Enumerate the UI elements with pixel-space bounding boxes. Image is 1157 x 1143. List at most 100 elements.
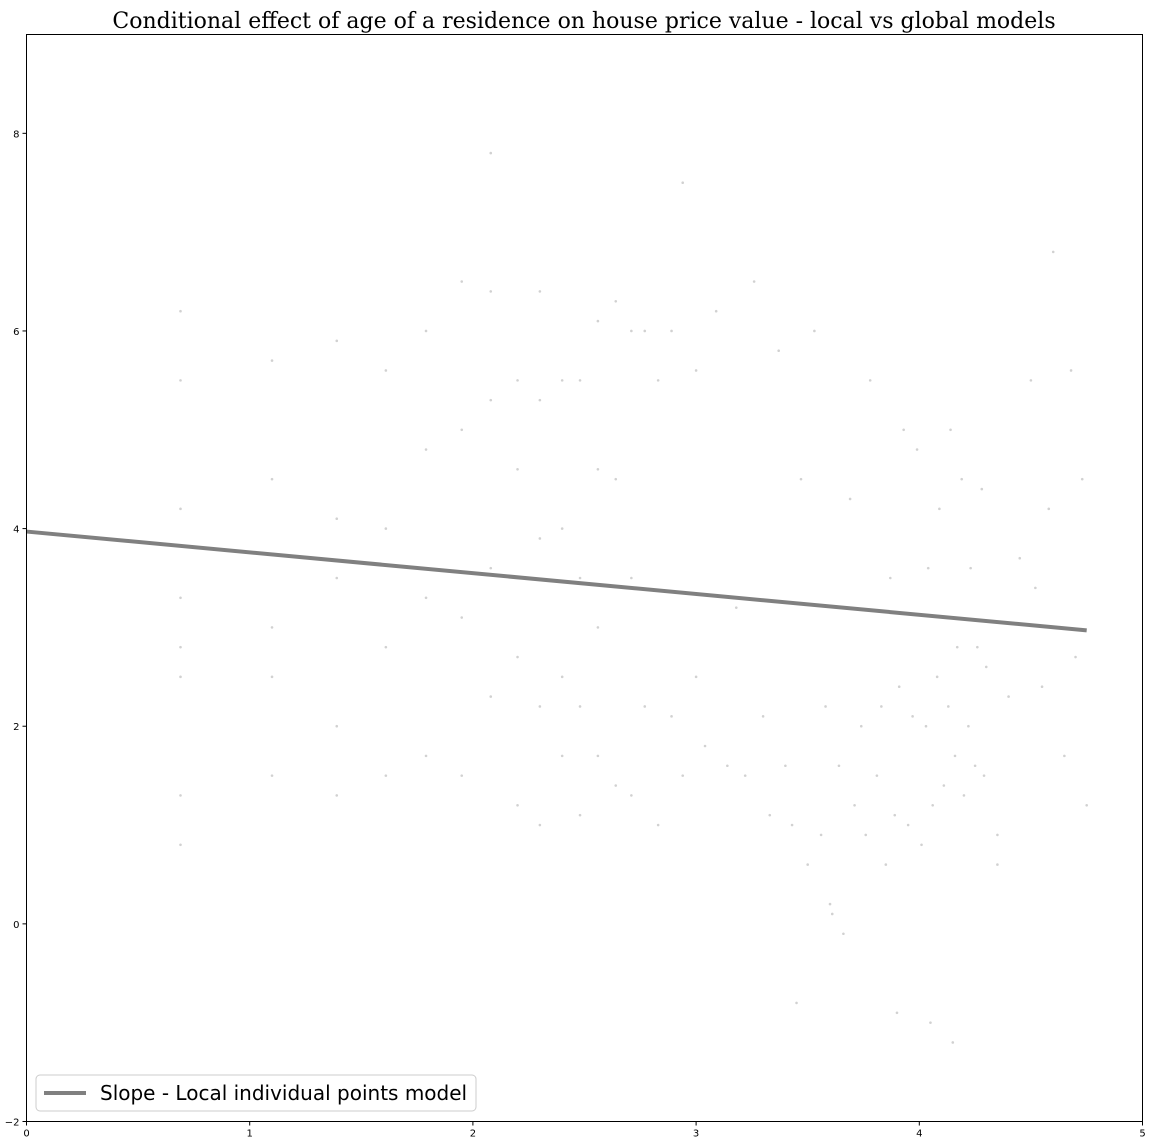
scatter-point [969,566,972,570]
scatter-point [752,280,756,283]
scatter-point [596,626,600,629]
scatter-point [790,823,794,827]
scatter-point [560,675,564,679]
scatter-point [670,329,673,333]
scatter-point [949,428,952,432]
scatter-point [982,774,986,777]
scatter-point [1034,586,1037,590]
scatter-point [828,902,832,906]
scatter-point [926,566,930,570]
scatter-point [962,794,966,797]
scatter-point [996,833,999,837]
scatter-point [1063,754,1066,758]
scatter-point [460,616,464,619]
scatter-point [1018,556,1022,560]
x-tick-label: 1 [247,1129,253,1140]
scatter-point [868,379,872,382]
scatter-point [335,517,339,521]
scatter-point [179,507,182,511]
scatter-point [681,181,685,185]
scatter-point [538,290,542,293]
scatter-point [726,764,729,768]
x-tick-label: 5 [1139,1129,1145,1140]
scatter-point [888,576,892,580]
scatter-point [980,487,984,491]
scatter-point [460,774,464,777]
scatter-point [806,863,809,866]
scatter-point [179,843,182,847]
y-tick-label: 4 [13,525,19,536]
scatter-point [630,576,633,580]
scatter-point [935,675,939,679]
scatter-point [951,1041,955,1044]
scatter-point [875,774,879,777]
scatter-point [743,774,747,777]
scatter-point [911,715,914,718]
scatter-point [560,527,564,530]
x-axis: 0 1 2 3 4 5 [23,1121,1146,1140]
y-tick-label: 6 [13,327,19,338]
x-tick-label: 4 [916,1129,922,1140]
scatter-point [643,329,647,333]
scatter-point [643,705,647,708]
scatter-point [897,685,901,688]
scatter-point [880,705,883,708]
scatter-point [955,645,959,649]
legend-label: Slope - Local individual points model [100,1081,467,1105]
scatter-point [179,379,182,382]
scatter-point [1047,507,1051,511]
scatter-point [270,675,274,679]
scatter-point [960,477,964,481]
scatter-point [895,1011,899,1015]
scatter-point [714,309,718,313]
scatter-point [270,359,274,362]
scatter-point [824,705,827,708]
scatter-point [884,863,888,866]
scatter-point [819,833,823,837]
scatter-point [270,477,274,481]
scatter-point [335,339,339,343]
scatter-point [460,280,464,283]
y-tick-label: 0 [13,920,19,931]
scatter-point [799,477,803,481]
scatter-point [848,497,852,501]
scatter-point [424,596,428,600]
scatter-point [596,319,600,323]
scatter-point [614,477,618,481]
scatter-point [830,912,834,916]
scatter-point [384,527,388,530]
scatter-point [1051,250,1055,254]
y-tick-label: −2 [5,1118,20,1129]
scatter-point [976,645,979,649]
scatter-point [703,744,707,748]
scatter-point [630,794,633,797]
scatter-point [538,823,542,827]
scatter-point [853,803,856,807]
y-tick-label: 2 [13,722,19,733]
scatter-point [578,576,582,580]
scatter-point [1080,477,1084,481]
scatter-point [1069,369,1073,372]
scatter-point [670,715,673,718]
slope-line-layer [26,529,1087,633]
scatter-point [768,813,772,817]
scatter-point [837,764,841,768]
scatter-point [920,843,923,847]
x-tick-label: 3 [693,1129,699,1140]
scatter-point [1029,379,1033,382]
scatter-point [813,329,816,333]
scatter-point [947,705,950,708]
scatter-point [938,507,941,511]
scatter-point [578,813,582,817]
scatter-point [578,379,582,382]
scatter-point [384,774,388,777]
scatter-point [1040,685,1044,688]
scatter-point [596,468,600,471]
legend: Slope - Local individual points model [35,1074,477,1112]
scatter-point [538,537,542,540]
scatter-point [761,715,765,718]
scatter-point [179,794,182,797]
scatter-point [902,428,905,432]
scatter-point [489,566,493,570]
scatter-point [924,724,928,728]
